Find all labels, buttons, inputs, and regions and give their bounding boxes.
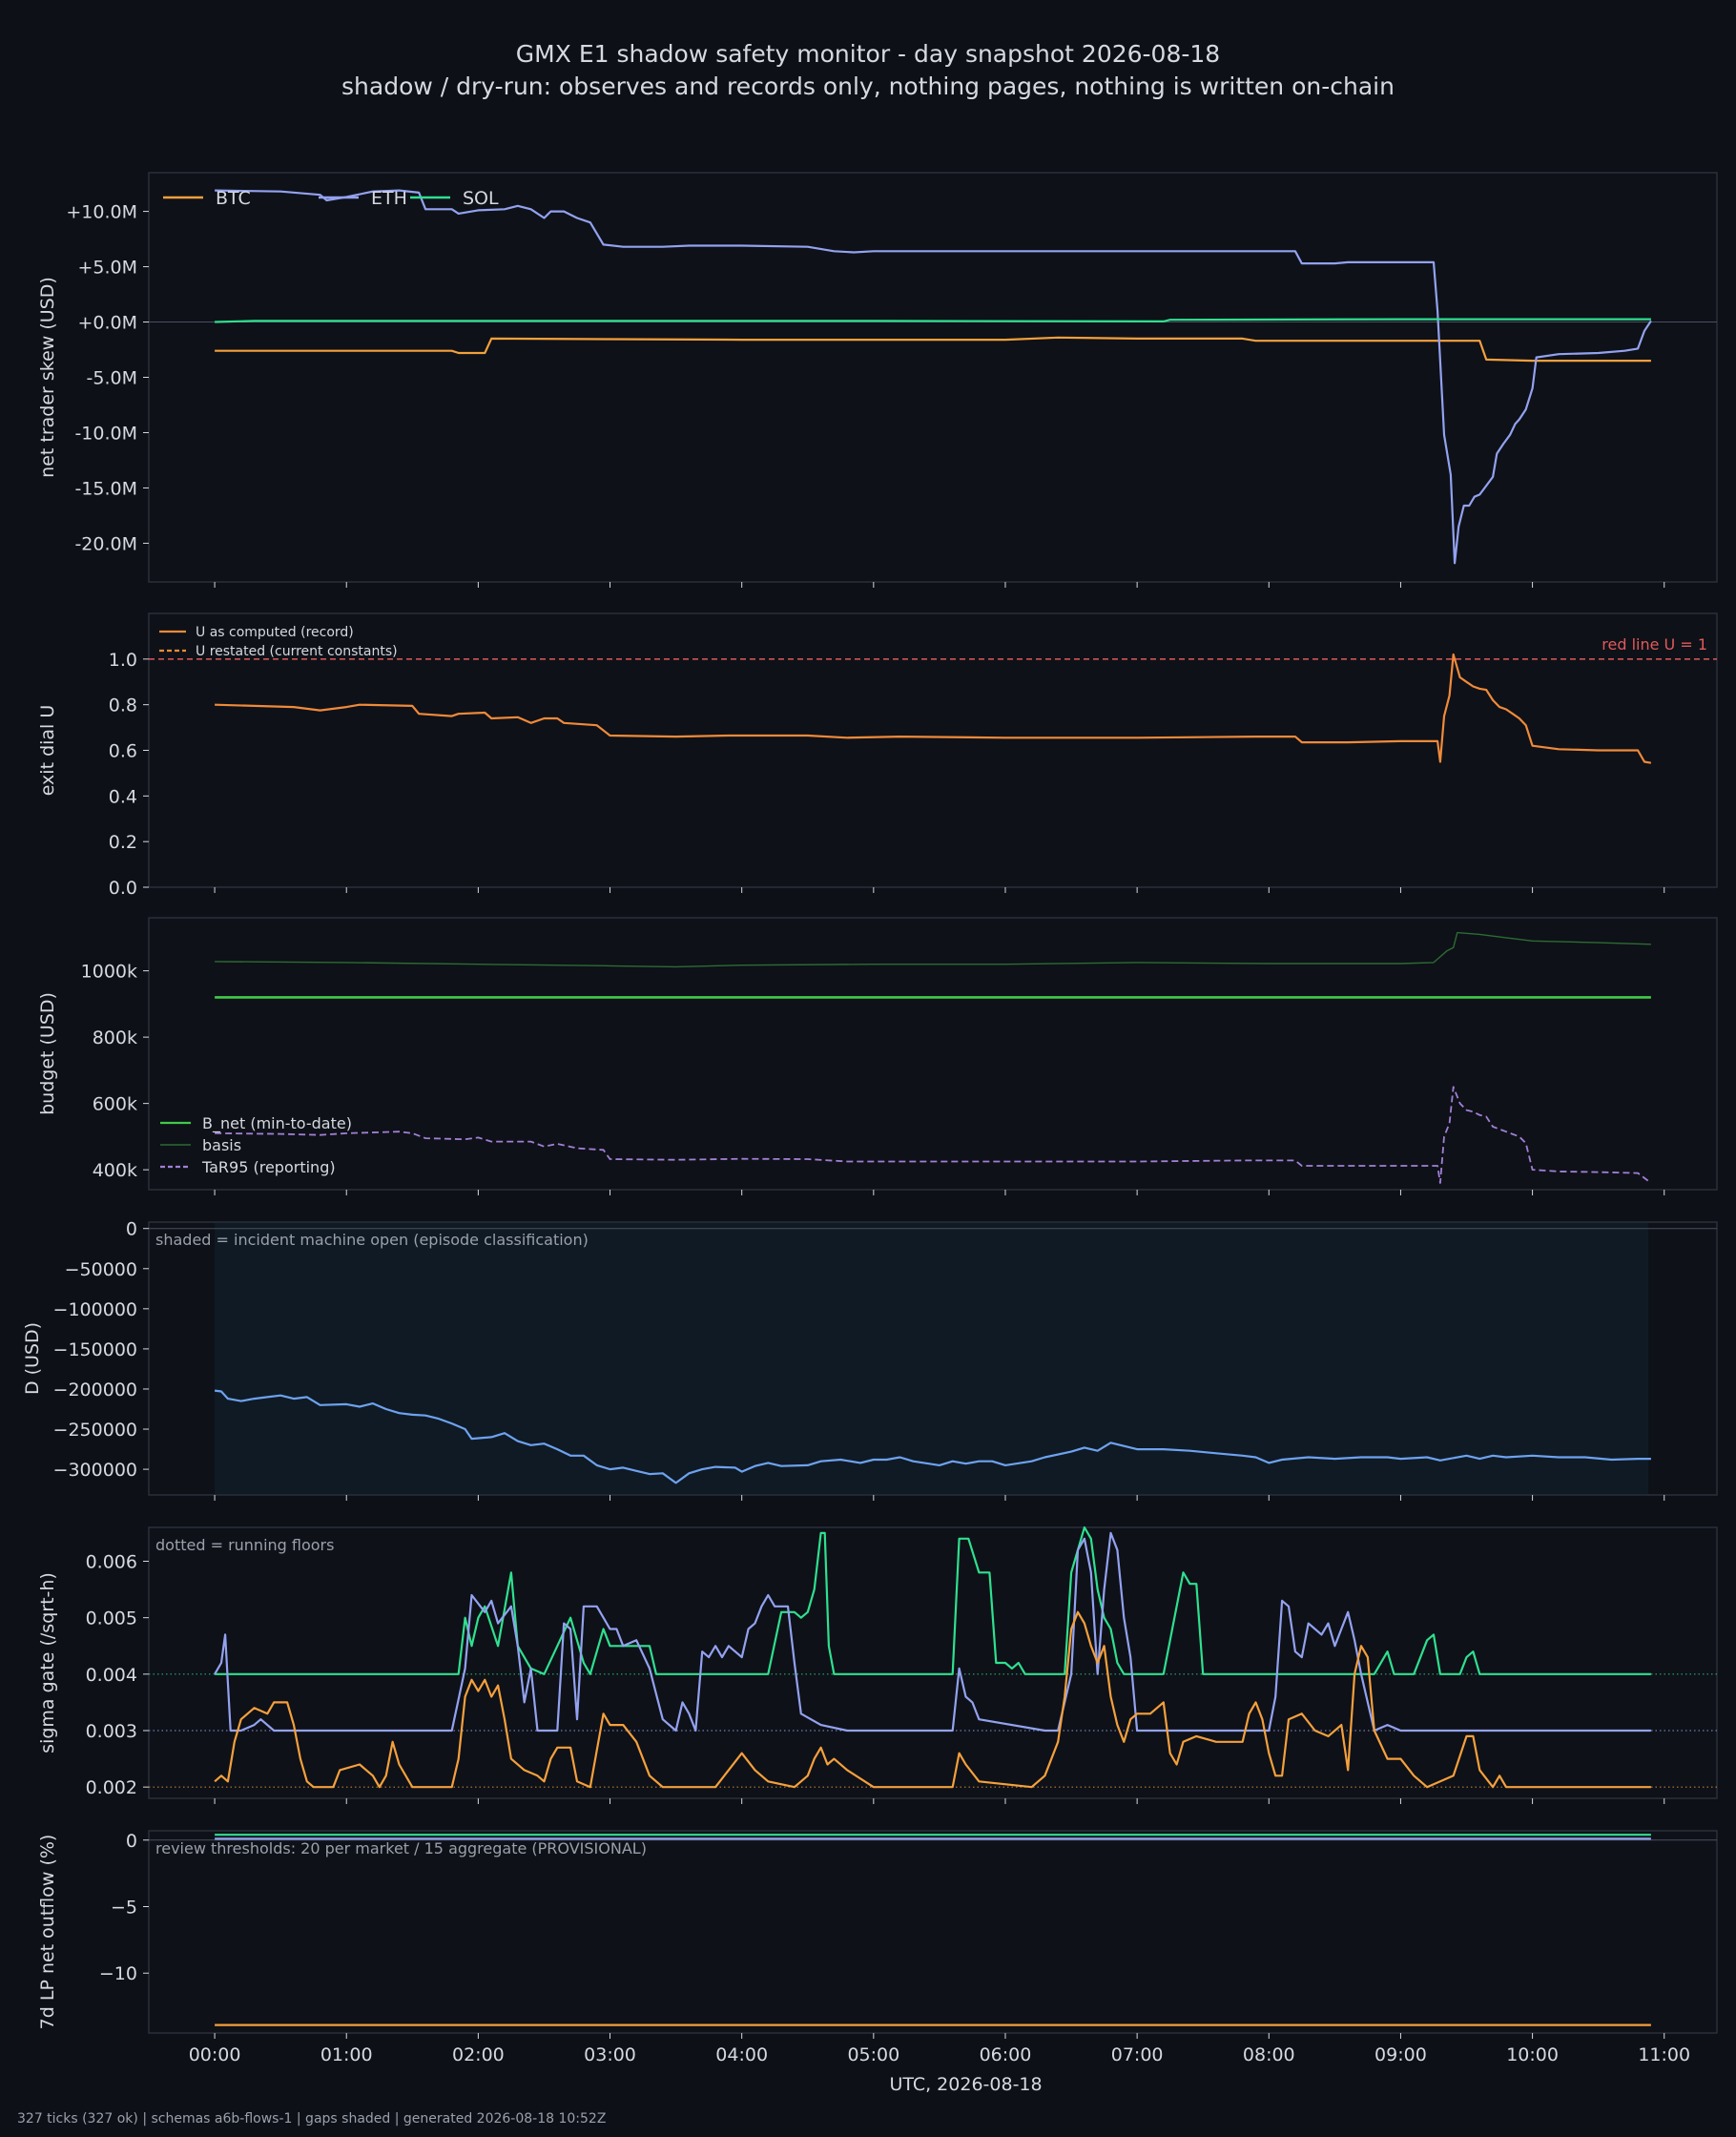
x-tick-label: 07:00 — [1111, 2044, 1164, 2065]
x-tick-label: 04:00 — [715, 2044, 768, 2065]
y-tick-label: −50000 — [65, 1259, 137, 1280]
title-line-1: GMX E1 shadow safety monitor - day snaps… — [515, 40, 1221, 68]
y-tick-label: -5.0M — [87, 368, 137, 389]
legend-item-budget-2: TaR95 (reporting) — [160, 1158, 336, 1176]
x-tick-label: 05:00 — [847, 2044, 899, 2065]
panel-frame — [148, 172, 1718, 583]
y-axis-label: budget (USD) — [37, 992, 58, 1115]
y-tick-label: 0.006 — [86, 1552, 137, 1573]
panel-lp-outflow: 0 −5 −10 7d LP net outflow (%) review thresh… — [37, 1830, 1718, 2039]
panel-sigma: 0.002 0.003 0.004 0.005 0.006 sigma gate (/sq… — [37, 1525, 1718, 1804]
legend-item-budget-1: basis — [160, 1136, 241, 1154]
x-tick-label: 03:00 — [584, 2044, 636, 2065]
y-tick-label: 0 — [126, 1831, 137, 1852]
series-line-btc — [214, 1610, 1651, 1789]
panel-skew: +10.0M +5.0M +0.0M -5.0M -10.0M -15.0M -20.0M n… — [37, 172, 1718, 588]
series-line-eth — [215, 189, 1652, 565]
legend-label: BTC — [216, 188, 251, 209]
y-tick-label: 400k — [93, 1160, 137, 1181]
x-tick-label: 00:00 — [189, 2044, 241, 2065]
y-tick-label: 0 — [126, 1219, 137, 1240]
x-tick-label: 02:00 — [452, 2044, 505, 2065]
panel-note: dotted = running floors — [155, 1536, 334, 1554]
panel-note: shaded = incident machine open (episode … — [155, 1231, 589, 1249]
y-tick-label: 0.2 — [109, 832, 137, 853]
panel-note: review thresholds: 20 per market / 15 ag… — [155, 1839, 647, 1857]
y-tick-label: -10.0M — [74, 423, 137, 444]
legend-label: ETH — [371, 188, 407, 209]
footer-status: 327 ticks (327 ok) | schemas a6b-flows-1… — [17, 2111, 607, 2127]
legend-item-eth: ETH — [319, 188, 407, 209]
y-tick-label: −150000 — [53, 1339, 137, 1360]
x-tick-label: 08:00 — [1243, 2044, 1295, 2065]
y-tick-label: 1000k — [81, 962, 137, 983]
series-line-sol — [215, 1525, 1651, 1675]
y-tick-label: −250000 — [53, 1420, 137, 1441]
y-tick-label: 0.003 — [86, 1721, 137, 1742]
panel-exit-dial: red line U = 1 0.0 0.2 0.4 0.6 0.8 1.0 exit dia… — [37, 612, 1718, 899]
title-line-2: shadow / dry-run: observes and records o… — [341, 73, 1395, 100]
y-tick-label: +0.0M — [77, 313, 137, 334]
y-tick-label: 0.005 — [86, 1608, 137, 1629]
y-tick-label: -15.0M — [74, 478, 137, 499]
y-tick-label: +10.0M — [66, 202, 137, 223]
y-axis-label: net trader skew (USD) — [37, 277, 58, 478]
y-tick-label: −200000 — [53, 1380, 137, 1400]
legend-label: U restated (current constants) — [196, 644, 398, 659]
legend-label: basis — [202, 1136, 241, 1154]
y-tick-label: -20.0M — [74, 533, 137, 554]
y-tick-label: 0.8 — [109, 695, 137, 716]
y-tick-label: 0.002 — [86, 1777, 137, 1798]
y-tick-label: −100000 — [53, 1299, 137, 1320]
chart-title: GMX E1 shadow safety monitor - day snaps… — [0, 38, 1736, 103]
legend-label: SOL — [463, 188, 499, 209]
y-tick-label: 0.6 — [109, 741, 137, 762]
series-line-sol — [215, 318, 1651, 323]
legend-item-u-1: U restated (current constants) — [159, 644, 398, 659]
series-line-d — [214, 1389, 1651, 1484]
panel-budget: 400k 600k 800k 1000k budget (USD) — [37, 917, 1718, 1195]
y-axis-label: 7d LP net outflow (%) — [37, 1835, 58, 2030]
x-tick-label: 06:00 — [980, 2044, 1032, 2065]
y-tick-label: 0.4 — [109, 786, 137, 807]
y-tick-label: +5.0M — [77, 258, 137, 279]
panel-d: 0 −50000 −100000 −150000 −200000 −250000 −3000… — [22, 1219, 1718, 1501]
series-line-tar95 — [215, 1086, 1652, 1184]
y-tick-label: −300000 — [53, 1460, 137, 1481]
series-line-basis — [215, 931, 1651, 968]
y-tick-label: −5 — [111, 1898, 137, 1919]
x-tick-label: 01:00 — [320, 2044, 373, 2065]
panel-frame — [148, 1830, 1718, 2034]
x-tick-label: 09:00 — [1374, 2044, 1427, 2065]
legend-item-btc: BTC — [163, 188, 251, 209]
y-tick-label: −10 — [99, 1963, 137, 1984]
panel-frame — [148, 917, 1718, 1191]
series-line-u — [215, 653, 1652, 764]
panel-frame — [148, 1526, 1718, 1799]
incident-shading — [215, 1223, 1649, 1494]
y-tick-label: 1.0 — [109, 650, 137, 671]
y-axis-label: sigma gate (/sqrt-h) — [37, 1572, 58, 1753]
y-tick-label: 600k — [93, 1094, 137, 1115]
legend-item-u-0: U as computed (record) — [159, 625, 354, 640]
y-axis-label: D (USD) — [22, 1322, 43, 1395]
y-tick-label: 800k — [93, 1027, 137, 1048]
x-tick-label: 11:00 — [1638, 2044, 1690, 2065]
series-line-btc — [215, 336, 1651, 363]
legend-label: B_net (min-to-date) — [202, 1114, 352, 1133]
x-tick-label: 10:00 — [1506, 2044, 1559, 2065]
legend-label: TaR95 (reporting) — [201, 1158, 336, 1176]
series-line-eth — [214, 1531, 1651, 1732]
legend-label: U as computed (record) — [196, 625, 354, 640]
y-tick-label: 0.004 — [86, 1665, 137, 1686]
red-line-label: red line U = 1 — [1602, 635, 1707, 654]
legend-item-budget-0: B_net (min-to-date) — [160, 1114, 352, 1133]
y-tick-label: 0.0 — [109, 878, 137, 899]
x-axis-label: UTC, 2026-08-18 — [889, 2074, 1042, 2095]
y-axis-label: exit dial U — [37, 705, 58, 797]
legend-item-sol: SOL — [410, 188, 499, 209]
